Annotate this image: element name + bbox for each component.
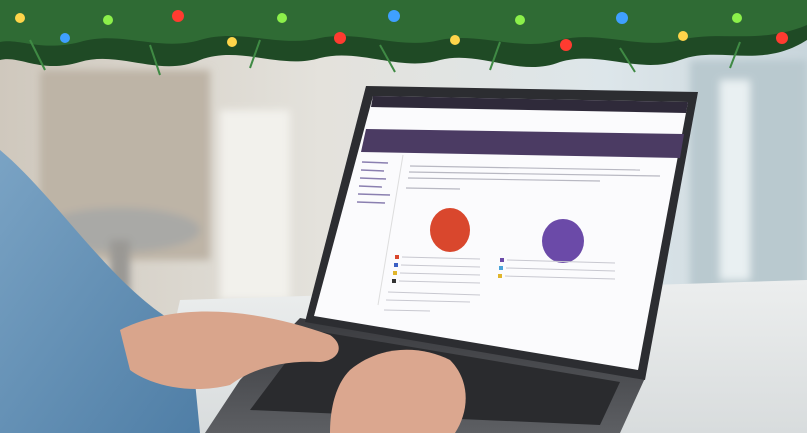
left-hand — [120, 311, 339, 390]
screen-header — [361, 129, 684, 158]
screen — [314, 96, 688, 370]
garland — [0, 0, 807, 76]
legend-rows — [383, 255, 616, 312]
text-lines — [405, 165, 661, 190]
divider — [377, 154, 404, 306]
sidebar-links — [356, 161, 391, 204]
lights — [15, 10, 788, 51]
screen-topbar — [371, 96, 688, 113]
pie-purple — [542, 219, 584, 263]
pie-red — [430, 208, 470, 252]
right-hand — [330, 349, 466, 433]
